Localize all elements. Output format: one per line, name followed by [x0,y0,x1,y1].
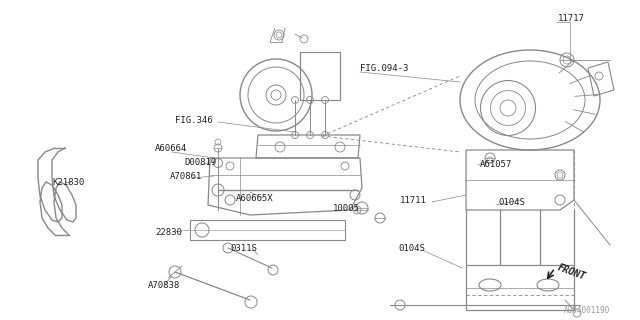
Text: 0104S: 0104S [398,244,425,252]
Text: A094001190: A094001190 [564,306,610,315]
Text: 11717: 11717 [558,13,585,22]
Text: A70838: A70838 [148,282,180,291]
Text: FRONT: FRONT [556,262,587,282]
Text: FIG.346: FIG.346 [175,116,212,124]
Text: K21830: K21830 [52,178,84,187]
Text: FIG.094-3: FIG.094-3 [360,63,408,73]
Text: 0311S: 0311S [230,244,257,252]
Text: A60664: A60664 [155,143,188,153]
Text: 22830: 22830 [155,228,182,236]
Text: 11711: 11711 [400,196,427,204]
Text: 10005: 10005 [333,204,360,212]
Text: A70861: A70861 [170,172,202,180]
Text: D00819: D00819 [184,157,216,166]
Text: A61057: A61057 [480,159,512,169]
Text: A60665X: A60665X [236,194,274,203]
Text: 0104S: 0104S [498,197,525,206]
